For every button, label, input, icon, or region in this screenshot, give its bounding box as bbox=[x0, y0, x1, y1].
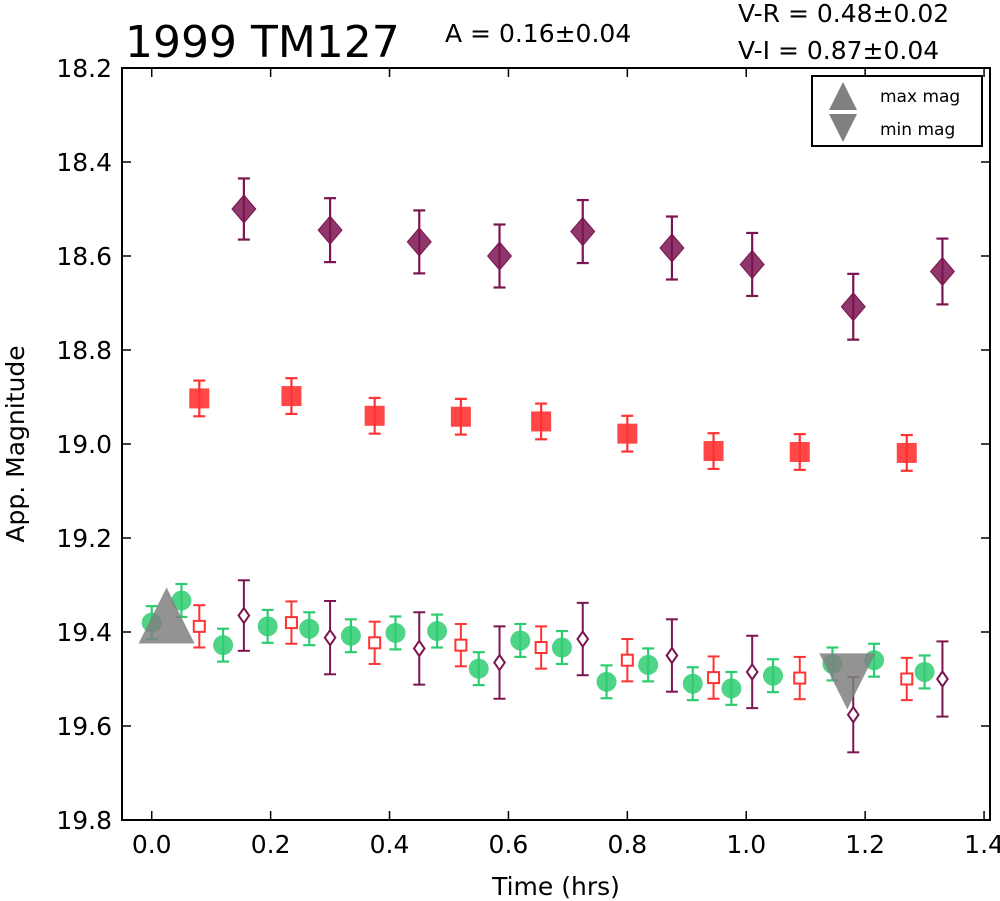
data-point bbox=[257, 616, 278, 637]
data-point bbox=[665, 646, 679, 665]
data-point bbox=[531, 411, 552, 432]
x-tick-label: 0.0 bbox=[132, 830, 172, 859]
y-tick-label: 19.2 bbox=[56, 524, 112, 553]
data-point bbox=[682, 673, 703, 694]
data-point bbox=[323, 628, 337, 647]
data-point bbox=[846, 705, 860, 724]
data-point bbox=[703, 441, 724, 462]
data-point bbox=[406, 227, 432, 257]
data-point bbox=[900, 672, 914, 686]
data-point bbox=[659, 233, 685, 263]
y-tick-label: 18.2 bbox=[56, 54, 112, 83]
max-mag-marker bbox=[138, 587, 195, 644]
data-point bbox=[596, 671, 617, 692]
data-point bbox=[493, 653, 506, 672]
chart-title: 1999 TM127 bbox=[125, 17, 400, 68]
data-point bbox=[763, 665, 783, 686]
data-point bbox=[896, 442, 917, 463]
amplitude-text: A = 0.16±0.04 bbox=[445, 19, 631, 48]
legend-max-mag-label: max mag bbox=[880, 87, 960, 107]
data-point bbox=[510, 630, 531, 651]
y-tick-label: 18.8 bbox=[56, 336, 112, 365]
data-point bbox=[192, 619, 206, 633]
data-point bbox=[427, 621, 448, 642]
data-point bbox=[739, 249, 765, 280]
legend-max-mag-icon bbox=[829, 82, 857, 110]
data-point bbox=[935, 669, 949, 689]
data-point bbox=[281, 386, 302, 407]
data-point bbox=[231, 194, 257, 224]
x-tick-label: 1.2 bbox=[845, 830, 885, 859]
data-point bbox=[638, 654, 659, 675]
y-axis-label: App. Magnitude bbox=[1, 345, 30, 542]
color-vr-text: V-R = 0.48±0.02 bbox=[738, 0, 949, 28]
data-point bbox=[745, 662, 759, 682]
legend-min-mag-label: min mag bbox=[880, 120, 955, 140]
data-point bbox=[486, 241, 513, 271]
data-point bbox=[171, 590, 192, 611]
data-point bbox=[237, 606, 251, 625]
data-point bbox=[914, 661, 935, 682]
min-mag-marker bbox=[819, 653, 876, 710]
x-tick-label: 1.4 bbox=[964, 830, 1000, 859]
data-point bbox=[364, 405, 385, 426]
data-point bbox=[284, 616, 298, 630]
x-tick-label: 0.4 bbox=[370, 830, 410, 859]
data-point bbox=[551, 637, 572, 658]
y-tick-label: 19.4 bbox=[56, 618, 112, 647]
data-point bbox=[213, 635, 234, 656]
legend: max mag min mag bbox=[811, 75, 983, 147]
data-point bbox=[576, 629, 590, 649]
legend-min-mag-icon bbox=[829, 114, 857, 142]
color-vi-text: V-I = 0.87±0.04 bbox=[738, 36, 939, 65]
y-tick-label: 19.0 bbox=[56, 430, 112, 459]
data-point bbox=[620, 653, 634, 667]
data-point bbox=[840, 291, 866, 322]
plot-frame bbox=[121, 67, 991, 821]
y-tick-label: 19.6 bbox=[56, 712, 112, 741]
data-point bbox=[468, 658, 489, 679]
plot-area bbox=[138, 177, 955, 754]
data-point bbox=[789, 441, 810, 462]
x-tick-label: 1.0 bbox=[726, 830, 766, 859]
x-axis-label: Time (hrs) bbox=[491, 872, 620, 901]
data-point bbox=[340, 625, 361, 646]
data-point bbox=[793, 671, 807, 685]
data-point bbox=[299, 618, 320, 639]
data-point bbox=[570, 216, 596, 247]
x-tick-label: 0.8 bbox=[607, 830, 647, 859]
data-point bbox=[317, 215, 343, 245]
data-point bbox=[385, 622, 406, 643]
x-tick-label: 0.6 bbox=[489, 830, 529, 859]
data-point bbox=[617, 423, 638, 444]
data-point bbox=[368, 636, 382, 650]
y-tick-label: 19.8 bbox=[56, 806, 112, 835]
x-tick-label: 0.2 bbox=[251, 830, 291, 859]
y-tick-label: 18.4 bbox=[56, 148, 112, 177]
data-point bbox=[189, 388, 210, 409]
data-point bbox=[454, 638, 468, 652]
data-point bbox=[450, 406, 471, 427]
data-point bbox=[534, 641, 548, 655]
data-point bbox=[929, 256, 955, 287]
data-point bbox=[707, 671, 721, 685]
data-point bbox=[412, 639, 426, 658]
axis-ticks: 0.0 0.2 0.4 0.6 0.8 1.0 1.2 1.4 18.2 18.4 18.6 18.8… bbox=[56, 54, 1000, 859]
y-tick-label: 18.6 bbox=[56, 242, 112, 271]
data-point bbox=[721, 678, 742, 699]
